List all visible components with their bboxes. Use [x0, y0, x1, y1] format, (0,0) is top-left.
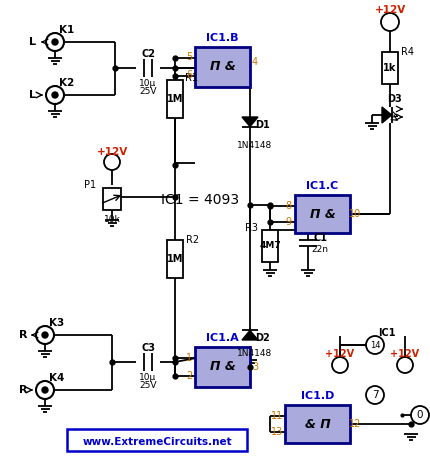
Text: 10: 10 [349, 209, 361, 219]
Bar [262, 230, 278, 262]
Polygon shape [242, 117, 258, 127]
Circle shape [42, 387, 48, 393]
Text: 1: 1 [186, 353, 192, 363]
Text: 0: 0 [417, 410, 423, 420]
Circle shape [381, 13, 399, 31]
Text: R1: R1 [185, 73, 198, 83]
Text: www.ExtremeCircuits.net: www.ExtremeCircuits.net [82, 437, 232, 447]
Bar [167, 240, 183, 278]
Text: C3: C3 [141, 343, 155, 353]
Bar [382, 52, 398, 84]
Text: 25V: 25V [139, 382, 157, 390]
Text: R4: R4 [401, 47, 414, 57]
Text: R: R [19, 330, 27, 340]
Text: 5: 5 [186, 52, 192, 62]
Text: 11: 11 [271, 411, 283, 420]
Bar [285, 405, 350, 443]
Text: R: R [19, 385, 27, 395]
Text: D2: D2 [255, 333, 269, 343]
Bar [103, 188, 121, 210]
Text: P1: P1 [84, 180, 96, 190]
Text: 9: 9 [285, 217, 291, 227]
Text: 13: 13 [271, 427, 283, 438]
Text: +12V: +12V [326, 349, 355, 359]
Text: +12V: +12V [390, 349, 420, 359]
Circle shape [411, 406, 429, 424]
Circle shape [332, 357, 348, 373]
Text: 14: 14 [370, 340, 380, 349]
Text: IC1.C: IC1.C [306, 181, 339, 191]
Text: +12V: +12V [375, 5, 405, 15]
Text: K2: K2 [59, 78, 75, 88]
Text: D3: D3 [387, 94, 402, 104]
Polygon shape [242, 330, 258, 340]
Text: 1M: 1M [167, 94, 183, 104]
Text: K1: K1 [59, 25, 75, 35]
Text: Π &: Π & [210, 61, 235, 73]
Text: & Π: & Π [304, 418, 330, 431]
Text: 8: 8 [285, 201, 291, 211]
Circle shape [42, 332, 48, 338]
Circle shape [397, 357, 413, 373]
Text: D1: D1 [255, 120, 269, 130]
Circle shape [36, 381, 54, 399]
Bar [167, 80, 183, 118]
Text: 10k: 10k [104, 215, 120, 225]
Circle shape [104, 154, 120, 170]
Text: L: L [30, 37, 37, 47]
Text: IC1.B: IC1.B [206, 33, 239, 43]
Text: C2: C2 [141, 49, 155, 59]
Circle shape [366, 386, 384, 404]
Text: 22n: 22n [311, 245, 329, 255]
Text: IC1 = 4093: IC1 = 4093 [161, 193, 239, 207]
Text: 25V: 25V [139, 87, 157, 97]
Circle shape [36, 326, 54, 344]
Text: C1: C1 [313, 233, 327, 243]
Text: 10μ: 10μ [139, 373, 157, 383]
Text: 2: 2 [186, 371, 192, 381]
Text: R2: R2 [186, 235, 199, 245]
Text: 1N4148: 1N4148 [237, 348, 273, 358]
Bar [195, 47, 250, 87]
Circle shape [46, 86, 64, 104]
Text: R3: R3 [245, 223, 258, 233]
Text: K4: K4 [49, 373, 64, 383]
Circle shape [52, 92, 58, 98]
FancyBboxPatch shape [67, 429, 247, 451]
Text: 7: 7 [372, 390, 378, 400]
Text: IC1.D: IC1.D [301, 391, 334, 401]
Circle shape [46, 33, 64, 51]
Text: Π &: Π & [310, 207, 335, 220]
Text: 6: 6 [186, 70, 192, 80]
Circle shape [366, 336, 384, 354]
Text: 1k: 1k [383, 63, 397, 73]
Polygon shape [382, 107, 392, 123]
Circle shape [52, 39, 58, 45]
Text: 4M7: 4M7 [259, 242, 281, 250]
Text: +12V: +12V [96, 147, 128, 157]
Text: Π &: Π & [210, 360, 235, 373]
Text: 12: 12 [349, 419, 361, 429]
Text: L: L [30, 90, 37, 100]
Text: K3: K3 [49, 318, 64, 328]
Text: 4: 4 [252, 57, 258, 67]
Text: 1N4148: 1N4148 [237, 140, 273, 150]
Bar [195, 347, 250, 387]
Text: 10μ: 10μ [139, 79, 157, 89]
Text: IC1: IC1 [378, 328, 396, 338]
Bar [295, 195, 350, 233]
Text: IC1.A: IC1.A [206, 333, 239, 343]
Text: 3: 3 [252, 362, 258, 372]
Text: 1M: 1M [167, 254, 183, 264]
